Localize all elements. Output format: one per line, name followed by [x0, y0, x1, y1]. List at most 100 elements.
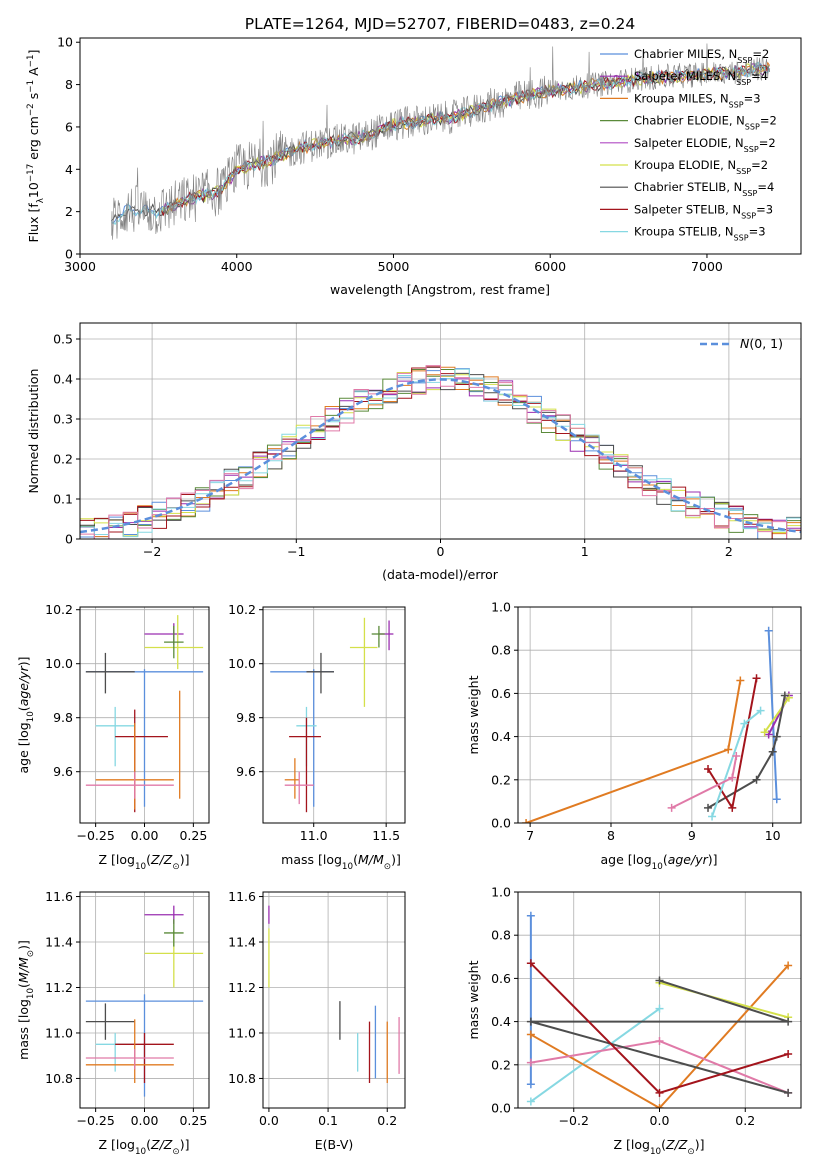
y-tick-label: 0: [65, 247, 73, 262]
figure-title: PLATE=1264, MJD=52707, FIBERID=0483, z=0…: [245, 15, 635, 33]
label-part: Z/Z: [150, 1137, 173, 1152]
y-tick-label: 0.8: [491, 928, 511, 943]
label-part: SSP: [744, 144, 759, 153]
y-tick-label: 10.0: [45, 656, 73, 671]
label-part: (: [661, 1137, 666, 1152]
y-tick-label: 11.6: [45, 889, 73, 904]
y-tick-label: 11.0: [228, 1025, 256, 1040]
x-tick-label: 2: [725, 544, 733, 559]
label-part: M/M: [358, 852, 384, 867]
x-tick-label: 0.00: [131, 1113, 159, 1128]
label-part: =2: [759, 136, 776, 150]
x-tick-label: 0.25: [179, 1113, 207, 1128]
label-part: λ: [36, 198, 46, 203]
label-part: SSP: [745, 122, 760, 131]
x-tick-label: 0.25: [179, 828, 207, 843]
plot-area: [268, 905, 400, 1083]
series-marker: [756, 706, 765, 715]
y-tick-label: 10.8: [45, 1071, 73, 1086]
label-part: −1: [26, 54, 36, 67]
y-tick-label: 2: [65, 204, 73, 219]
data-spectrum: [111, 43, 770, 240]
x-axis-label: mass [log10(M/M⊙)]: [281, 852, 401, 872]
series-marker: [772, 795, 781, 804]
label-part: ⊙: [384, 862, 391, 872]
series-marker: [655, 1104, 664, 1108]
y-tick-label: 9.6: [53, 764, 73, 779]
legend-label: Chabrier STELIB, NSSP=4: [634, 180, 774, 198]
label-part: 10: [135, 1147, 146, 1157]
series-marker: [784, 1088, 793, 1097]
x-tick-label: 0: [437, 544, 445, 559]
series-marker: [752, 775, 761, 784]
label-part: =3: [749, 225, 766, 239]
y-tick-label: 11.2: [45, 980, 73, 995]
series-marker: [526, 959, 535, 968]
plot-area: [526, 911, 793, 1108]
label-part: Salpeter ELODIE, N: [634, 136, 744, 150]
series-marker: [732, 752, 741, 761]
label-part: 10: [135, 862, 146, 872]
label-part: ]: [26, 50, 41, 55]
label-part: M/M: [16, 957, 31, 983]
y-tick-label: 10.2: [45, 602, 73, 617]
label-part: 10: [26, 988, 36, 999]
plot-area: [110, 43, 771, 240]
label-part: =3: [744, 91, 761, 105]
series-marker: [764, 730, 773, 739]
label-part: Chabrier ELODIE, N: [634, 114, 745, 128]
y-tick-label: 0.2: [491, 1057, 511, 1072]
y-tick-label: 0.6: [491, 971, 511, 986]
label-part: SSP: [736, 167, 751, 176]
x-tick-label: 5000: [378, 259, 410, 274]
label-part: SSP: [737, 56, 752, 65]
series-marker: [526, 1080, 535, 1089]
label-part: =4: [751, 69, 768, 83]
y-tick-label: 0.0: [491, 1101, 511, 1116]
series-marker: [724, 745, 733, 754]
y-tick-label: 6: [65, 119, 73, 134]
y-tick-label: 0.0: [491, 816, 511, 831]
panel-mass_weight_vs_Z: −0.2 0.0 0.2 0.0 0.2 0.4 0.6 0.8 1.0 mass weight Z…: [466, 885, 802, 1157]
y-tick-label: 10: [57, 35, 73, 50]
panel-mass_weight_vs_age: 7 8 9 10 0.0 0.2 0.4 0.6 0.8 1.0 mass weight age [l…: [466, 600, 802, 872]
series-marker: [704, 803, 713, 812]
label-part: Kroupa MILES, N: [634, 91, 729, 105]
y-axis-label: mass weight: [466, 675, 481, 754]
series-marker: [772, 732, 781, 741]
series-line: [530, 964, 789, 1108]
label-part: Flux [f: [26, 203, 41, 243]
x-tick-label: −2: [143, 544, 161, 559]
axes-frame: [79, 37, 802, 255]
label-part: −17: [26, 164, 36, 182]
label-part: Z/Z: [665, 1137, 688, 1152]
legend-label: Kroupa STELIB, NSSP=3: [634, 225, 766, 243]
y-tick-label: 1.0: [491, 885, 511, 900]
series-marker: [526, 911, 535, 920]
series-line: [767, 630, 778, 800]
label-part: =2: [751, 158, 768, 172]
y-tick-label: 1.0: [491, 600, 511, 615]
x-tick-label: 0.00: [131, 828, 159, 843]
series-line: [763, 697, 790, 733]
series-marker: [655, 1004, 664, 1013]
label-part: 10: [26, 182, 41, 198]
series-marker: [526, 1017, 535, 1026]
y-tick-label: 10.8: [228, 1071, 256, 1086]
label-part: =3: [756, 202, 773, 216]
label-part: −2: [26, 103, 36, 116]
y-tick-label: 8: [65, 77, 73, 92]
legend-label: Salpeter STELIB, NSSP=3: [634, 202, 773, 220]
y-axis-label: age [log10(age/yr)]: [16, 656, 36, 773]
series-marker: [780, 691, 789, 700]
y-axis-label: Normed distribution: [26, 369, 41, 494]
label-part: )]: [180, 852, 190, 867]
legend-label: Chabrier ELODIE, NSSP=2: [634, 114, 777, 132]
x-axis-label: Z [log10(Z/Z⊙)]: [614, 1137, 705, 1157]
y-tick-label: 0.5: [53, 332, 73, 347]
y-tick-label: 0.3: [53, 412, 73, 427]
label-part: age [log: [16, 722, 31, 773]
label-part: SSP: [736, 78, 751, 87]
label-part: ⊙: [687, 1147, 694, 1157]
label-part: 10: [650, 1147, 661, 1157]
